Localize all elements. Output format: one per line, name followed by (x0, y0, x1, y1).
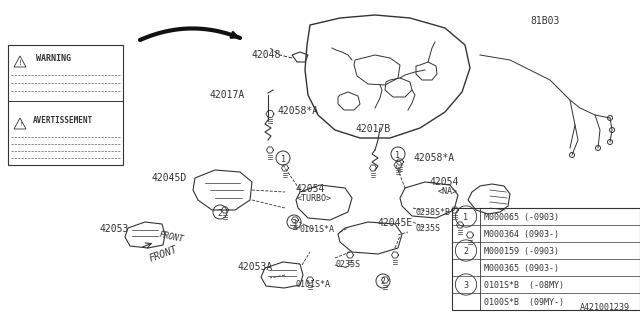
Text: WARNING: WARNING (35, 54, 70, 63)
Text: <TURBO>: <TURBO> (297, 194, 332, 203)
Text: !: ! (19, 60, 21, 66)
Text: 1: 1 (396, 150, 401, 159)
Text: M000364 (0903-): M000364 (0903-) (484, 230, 559, 239)
Text: <NA>: <NA> (438, 187, 458, 196)
Text: 42017A: 42017A (210, 90, 245, 100)
Text: 0238S*B: 0238S*B (416, 208, 451, 217)
Text: M000065 (-0903): M000065 (-0903) (484, 213, 559, 222)
Bar (452, 208, 640, 310)
Text: 42054: 42054 (295, 184, 324, 194)
Text: AVERTISSEMENT: AVERTISSEMENT (33, 116, 93, 125)
Text: 42017B: 42017B (356, 124, 391, 134)
Text: FRONT: FRONT (148, 244, 179, 263)
Text: 42058*A: 42058*A (278, 106, 319, 116)
Text: 2: 2 (381, 277, 385, 286)
Text: M000159 (-0903): M000159 (-0903) (484, 247, 559, 256)
Text: FRONT: FRONT (158, 230, 184, 244)
Text: 2: 2 (463, 246, 468, 255)
Text: 42053: 42053 (100, 224, 129, 234)
Bar (8, 45, 123, 165)
Text: 3: 3 (291, 219, 296, 228)
Text: !: ! (19, 123, 21, 127)
Text: 1: 1 (463, 212, 468, 221)
Text: 1: 1 (280, 155, 285, 164)
Text: 42045E: 42045E (377, 218, 412, 228)
Text: 42053A: 42053A (237, 262, 272, 272)
Text: A421001239: A421001239 (580, 303, 630, 312)
Text: 42054: 42054 (430, 177, 460, 187)
Text: 0235S: 0235S (335, 260, 360, 269)
Text: 42048: 42048 (252, 50, 282, 60)
Text: 0101S*A: 0101S*A (300, 225, 335, 234)
Text: 42058*A: 42058*A (414, 153, 455, 163)
Text: 0100S*B  (09MY-): 0100S*B (09MY-) (484, 298, 564, 307)
Text: 0235S: 0235S (416, 224, 441, 233)
Text: 3: 3 (463, 281, 468, 290)
Text: M000365 (0903-): M000365 (0903-) (484, 264, 559, 273)
Text: 42045D: 42045D (152, 173, 188, 183)
Text: 0101S*B  (-08MY): 0101S*B (-08MY) (484, 281, 564, 290)
Text: 2: 2 (218, 209, 223, 218)
Text: 81B03: 81B03 (530, 16, 559, 26)
Text: 0101S*A: 0101S*A (295, 280, 330, 289)
